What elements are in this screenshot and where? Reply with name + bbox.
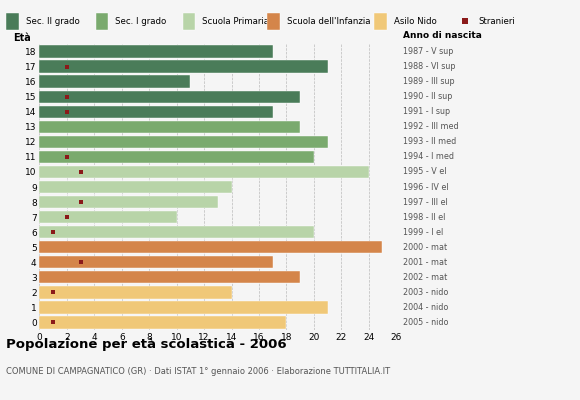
Text: 1995 - V el: 1995 - V el — [403, 168, 446, 176]
Text: 2003 - nido: 2003 - nido — [403, 288, 448, 297]
Text: 1988 - VI sup: 1988 - VI sup — [403, 62, 455, 71]
Bar — [39, 181, 231, 193]
Text: COMUNE DI CAMPAGNATICO (GR) · Dati ISTAT 1° gennaio 2006 · Elaborazione TUTTITAL: COMUNE DI CAMPAGNATICO (GR) · Dati ISTAT… — [6, 367, 390, 376]
Text: 1993 - II med: 1993 - II med — [403, 137, 456, 146]
Bar — [39, 196, 218, 208]
Bar — [39, 166, 369, 178]
Text: Scuola dell'Infanzia: Scuola dell'Infanzia — [287, 16, 370, 26]
FancyBboxPatch shape — [267, 13, 280, 30]
Text: Scuola Primaria: Scuola Primaria — [202, 16, 270, 26]
Text: Età: Età — [13, 32, 30, 42]
Bar — [39, 45, 273, 58]
Text: 1999 - I el: 1999 - I el — [403, 228, 443, 237]
Bar — [39, 151, 314, 163]
Bar — [39, 226, 314, 238]
Text: 1997 - III el: 1997 - III el — [403, 198, 447, 206]
Bar — [39, 316, 287, 329]
Text: 1991 - I sup: 1991 - I sup — [403, 107, 450, 116]
Text: 2000 - mat: 2000 - mat — [403, 243, 447, 252]
FancyBboxPatch shape — [183, 13, 195, 30]
Text: Anno di nascita: Anno di nascita — [403, 31, 481, 40]
Bar — [39, 286, 231, 298]
Bar — [39, 76, 190, 88]
FancyBboxPatch shape — [374, 13, 387, 30]
Text: Asilo Nido: Asilo Nido — [394, 16, 437, 26]
Text: 1998 - II el: 1998 - II el — [403, 213, 445, 222]
Text: 1990 - II sup: 1990 - II sup — [403, 92, 452, 101]
Bar — [39, 90, 300, 103]
Text: 2004 - nido: 2004 - nido — [403, 303, 448, 312]
Text: 1996 - IV el: 1996 - IV el — [403, 182, 448, 192]
Text: 1989 - III sup: 1989 - III sup — [403, 77, 454, 86]
Bar — [39, 256, 273, 268]
Bar — [39, 60, 328, 73]
Text: 1992 - III med: 1992 - III med — [403, 122, 458, 131]
Text: 2001 - mat: 2001 - mat — [403, 258, 447, 267]
Text: 1994 - I med: 1994 - I med — [403, 152, 454, 161]
Bar — [39, 301, 328, 314]
Bar — [39, 106, 273, 118]
Bar — [39, 211, 177, 223]
Bar — [39, 241, 382, 253]
Bar — [39, 271, 300, 284]
Bar — [39, 136, 328, 148]
Text: Stranieri: Stranieri — [478, 16, 514, 26]
Text: Sec. I grado: Sec. I grado — [115, 16, 166, 26]
Text: Popolazione per età scolastica - 2006: Popolazione per età scolastica - 2006 — [6, 338, 287, 351]
Text: 2005 - nido: 2005 - nido — [403, 318, 448, 327]
Bar — [39, 121, 300, 133]
FancyBboxPatch shape — [96, 13, 108, 30]
Text: 2002 - mat: 2002 - mat — [403, 273, 447, 282]
Text: Sec. II grado: Sec. II grado — [26, 16, 79, 26]
FancyBboxPatch shape — [6, 13, 19, 30]
Text: 1987 - V sup: 1987 - V sup — [403, 47, 453, 56]
